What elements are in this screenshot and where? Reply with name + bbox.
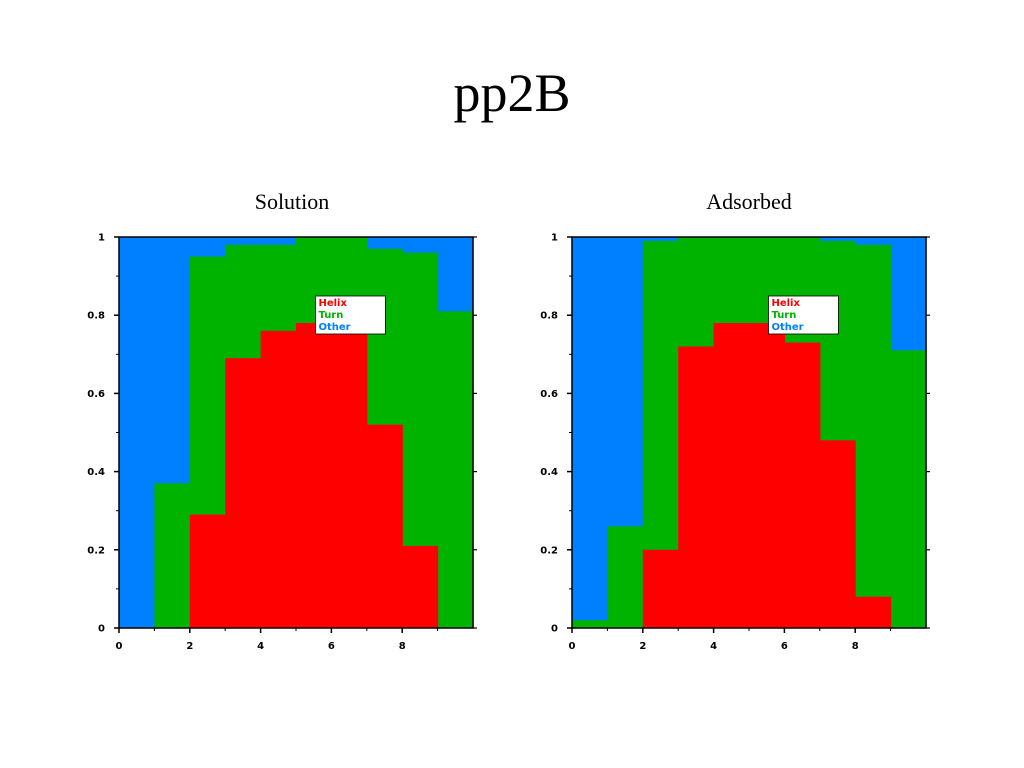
y-tick-label: 1 bbox=[98, 233, 105, 244]
bar-helix bbox=[749, 323, 785, 628]
x-tick-label: 8 bbox=[852, 641, 859, 652]
legend-item-helix: Helix bbox=[318, 298, 347, 309]
bar-turn bbox=[437, 311, 474, 628]
bar-other bbox=[119, 237, 155, 628]
x-tick-label: 0 bbox=[116, 641, 123, 652]
legend-box bbox=[315, 295, 386, 335]
x-tick-label: 4 bbox=[257, 641, 264, 652]
legend-item-helix: Helix bbox=[771, 298, 800, 309]
legend-item-turn: Turn bbox=[318, 310, 343, 321]
legend-item-other: Other bbox=[318, 322, 350, 333]
x-tick-label: 8 bbox=[399, 641, 406, 652]
bar-helix bbox=[819, 440, 856, 628]
legend-item-turn: Turn bbox=[771, 310, 796, 321]
bar-helix bbox=[402, 545, 439, 628]
bar-helix bbox=[855, 596, 892, 628]
x-tick-label: 2 bbox=[639, 641, 646, 652]
chart-title: Adsorbed bbox=[706, 189, 792, 214]
y-tick-label: 0.6 bbox=[87, 389, 105, 400]
legend-box bbox=[768, 295, 839, 335]
slide-title: pp2B bbox=[453, 63, 571, 123]
y-tick-label: 0 bbox=[551, 624, 558, 635]
y-tick-label: 0.8 bbox=[87, 311, 105, 322]
y-tick-label: 0.4 bbox=[87, 467, 105, 478]
bar-other bbox=[572, 237, 608, 628]
y-tick-label: 0.4 bbox=[540, 467, 558, 478]
x-tick-label: 6 bbox=[328, 641, 335, 652]
bar-helix bbox=[713, 323, 750, 628]
y-tick-label: 0.8 bbox=[540, 311, 558, 322]
y-tick-label: 0.2 bbox=[87, 545, 105, 556]
bar-turn bbox=[607, 526, 644, 628]
bar-turn bbox=[154, 483, 191, 628]
bar-helix bbox=[260, 330, 297, 628]
bar-helix bbox=[642, 549, 679, 628]
bar-turn bbox=[855, 244, 892, 628]
chart-solution: Solution 0 0.2 0.4 0.6 0.8 1 0 2 4 6 8 HelixTurnOth… bbox=[87, 189, 477, 652]
bar-helix bbox=[331, 323, 368, 628]
bar-turn bbox=[572, 620, 608, 628]
bar-helix bbox=[225, 358, 262, 628]
legend-item-other: Other bbox=[771, 322, 803, 333]
bar-helix bbox=[189, 514, 226, 628]
bar-helix bbox=[366, 424, 403, 628]
y-tick-label: 0.6 bbox=[540, 389, 558, 400]
chart-title: Solution bbox=[255, 189, 330, 214]
chart-adsorbed: Adsorbed 0 0.2 0.4 0.6 0.8 1 0 2 4 6 8 HelixTurnOth… bbox=[540, 189, 930, 652]
bar-helix bbox=[678, 346, 715, 628]
bar-turn bbox=[890, 350, 927, 628]
y-tick-label: 1 bbox=[551, 233, 558, 244]
y-tick-label: 0.2 bbox=[540, 545, 558, 556]
bar-helix bbox=[296, 323, 332, 628]
y-tick-label: 0 bbox=[98, 624, 105, 635]
x-tick-label: 6 bbox=[781, 641, 788, 652]
x-tick-label: 4 bbox=[710, 641, 717, 652]
x-tick-label: 0 bbox=[569, 641, 576, 652]
bar-helix bbox=[784, 342, 821, 628]
x-tick-label: 2 bbox=[186, 641, 193, 652]
